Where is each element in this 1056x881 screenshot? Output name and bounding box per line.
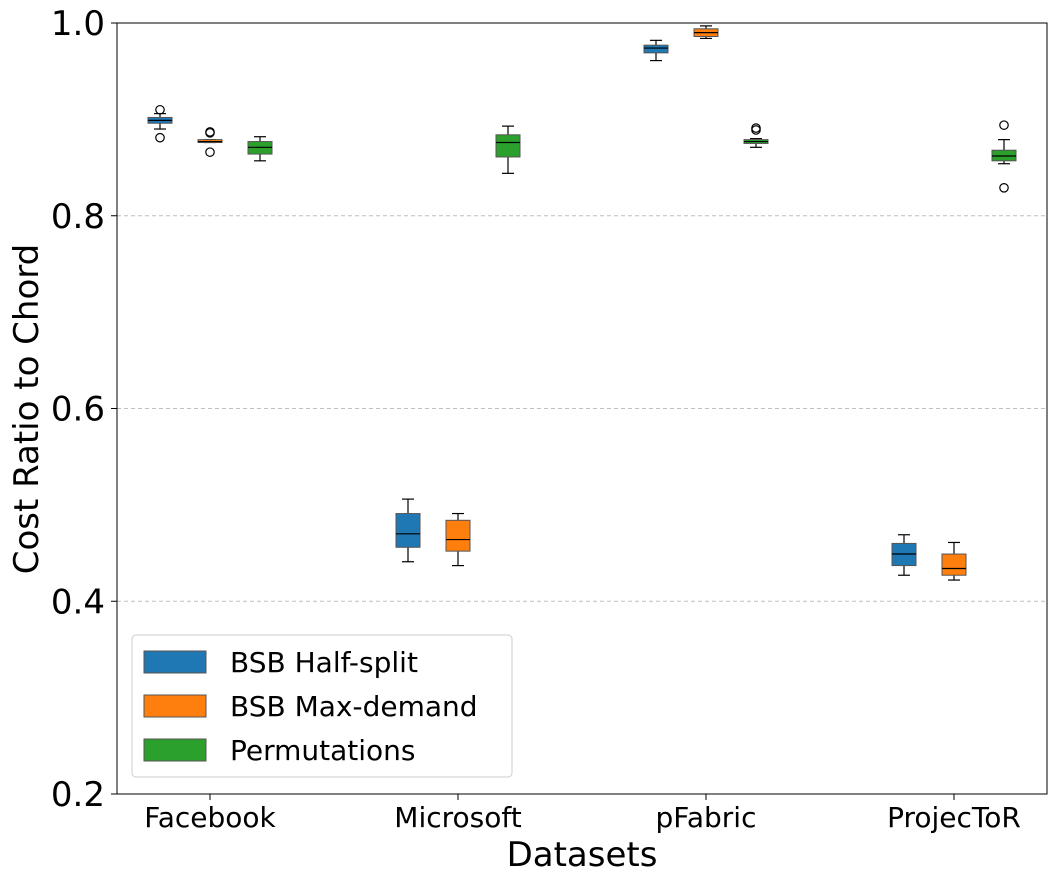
box-bsb-max-demand-microsoft [445,512,471,567]
outlier-point [155,104,165,115]
box-iqr [941,553,967,576]
outlier-point [205,128,215,138]
legend-swatch [143,694,207,718]
x-tick-label: pFabric [656,801,757,834]
outlier-point [999,183,1009,193]
legend-label: BSB Half-split [230,646,418,679]
y-tick-label: 0.2 [51,775,105,815]
box-permutations-pfabric [743,123,769,148]
box-bsb-max-demand-projector [941,541,967,581]
box-bsb-half-split-projector [891,534,917,576]
y-tick-label: 0.6 [51,390,105,430]
grid-lines [117,215,1047,602]
y-tick-label: 0.4 [51,582,105,622]
y-tick-label: 0.8 [51,197,105,237]
legend-label: Permutations [230,734,416,767]
box-permutations-projector [991,120,1017,193]
legend-swatch [143,738,207,762]
box-plot-marks [147,25,1017,581]
legend: BSB Half-split BSB Max-demand Permutations [131,634,513,778]
outlier-point [999,120,1009,130]
x-tick-label: Microsoft [394,801,521,834]
legend-swatch [143,650,207,674]
box-permutations-microsoft [495,125,521,174]
x-tick-label: Facebook [144,801,276,834]
y-axis-ticks: 0.2 0.4 0.6 0.8 1.0 [51,4,117,815]
box-iqr [395,513,421,548]
x-tick-label: ProjecToR [887,801,1021,834]
box-bsb-half-split-facebook [147,104,173,143]
legend-frame [131,634,513,778]
y-axis-label: Cost Ratio to Chord [7,244,47,575]
box-bsb-half-split-microsoft [395,498,421,563]
outlier-point [751,125,761,135]
outlier-point [155,132,165,143]
box-permutations-facebook [247,136,273,162]
box-bsb-max-demand-pfabric [693,25,719,40]
box-bsb-max-demand-facebook [197,127,223,157]
x-axis-ticks: Facebook Microsoft pFabric ProjecToR [144,794,1021,834]
y-tick-label: 1.0 [51,4,105,44]
legend-label: BSB Max-demand [230,690,478,723]
x-axis-label: Datasets [507,835,658,875]
outlier-point [205,147,215,157]
box-iqr [445,519,471,552]
outlier-point [751,123,761,133]
box-iqr [643,44,669,54]
box-iqr [495,134,521,158]
box-bsb-half-split-pfabric [643,39,669,62]
